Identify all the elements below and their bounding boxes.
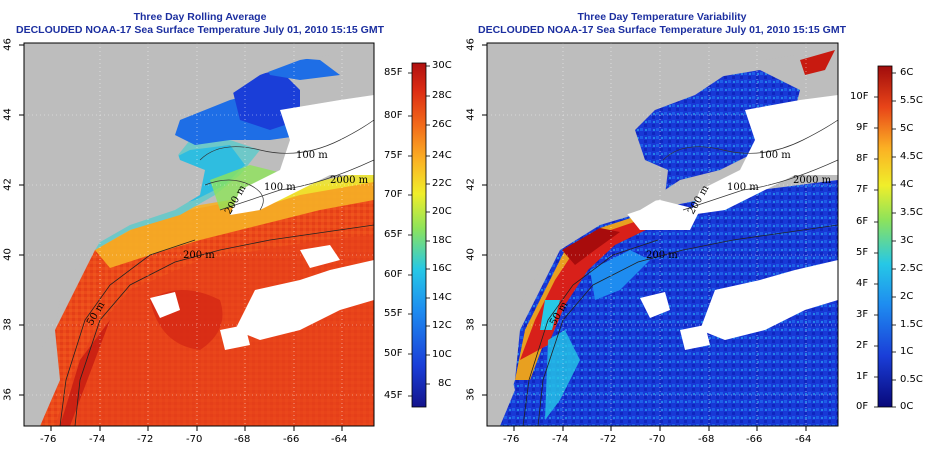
sst-celsius-label: 24C: [432, 150, 452, 161]
right-lon-tick: -70: [649, 434, 666, 445]
right-map-title: Three Day Temperature Variability: [577, 11, 747, 23]
contour-label: 2000 m: [330, 175, 369, 186]
var-fahrenheit-label: 3F: [856, 309, 869, 320]
sst-fahrenheit-label: 60F: [384, 269, 403, 280]
left-lat-tick: 44: [2, 108, 14, 121]
left-map-frame: [23, 42, 375, 427]
right-lat-tick: 44: [465, 108, 477, 121]
left-lat-tick: 42: [2, 178, 14, 191]
var-fahrenheit-label: 9F: [856, 122, 869, 133]
var-celsius-label: 0.5C: [900, 374, 923, 385]
var-celsius-label: 5C: [900, 123, 914, 134]
sst-celsius-label: 10C: [432, 349, 452, 360]
left-lon-tick: -74: [89, 434, 106, 445]
left-lat-tick: 46: [2, 38, 14, 51]
var-celsius-label: 3.5C: [900, 207, 923, 218]
contour-label: 100 m: [264, 182, 296, 193]
var-celsius-label: 4C: [900, 179, 914, 190]
contour-label: 100 m: [727, 182, 759, 193]
left-lon-tick: -70: [186, 434, 203, 445]
var-celsius-label: 3C: [900, 235, 914, 246]
right-lon-tick: -66: [746, 434, 763, 445]
var-fahrenheit-label: 0F: [856, 401, 869, 412]
sst-colorbar: [411, 62, 427, 408]
right-lon-tick: -68: [698, 434, 715, 445]
contour-label: 2000 m: [793, 175, 832, 186]
sst-fahrenheit-label: 75F: [384, 150, 403, 161]
sst-celsius-label: 30C: [432, 60, 452, 71]
left-lon-tick: -66: [283, 434, 300, 445]
right-map-subtitle: DECLOUDED NOAA-17 Sea Surface Temperatur…: [477, 24, 847, 36]
sst-celsius-label: 18C: [432, 235, 452, 246]
right-lat-tick: 38: [465, 318, 477, 331]
contour-label: 100 m: [296, 150, 328, 161]
sst-celsius-label: 20C: [432, 206, 452, 217]
sst-fahrenheit-label: 85F: [384, 67, 403, 78]
contour-label: 100 m: [759, 150, 791, 161]
sst-fahrenheit-label: 45F: [384, 390, 403, 401]
right-lat-tick: 36: [465, 388, 477, 401]
variability-colorbar-ticks: [874, 72, 896, 408]
sst-celsius-label: 28C: [432, 90, 452, 101]
right-lat-tick: 46: [465, 38, 477, 51]
left-lon-tick: -72: [137, 434, 154, 445]
right-map-frame: [486, 42, 839, 427]
right-lon-tick: -72: [600, 434, 617, 445]
sst-fahrenheit-label: 55F: [384, 308, 403, 319]
var-celsius-label: 2C: [900, 291, 914, 302]
var-celsius-label: 4.5C: [900, 151, 923, 162]
var-fahrenheit-label: 5F: [856, 247, 869, 258]
var-celsius-label: 6C: [900, 67, 914, 78]
var-fahrenheit-label: 2F: [856, 340, 869, 351]
contour-label: 200 m: [183, 250, 215, 261]
right-lon-tick: -64: [795, 434, 812, 445]
var-fahrenheit-label: 8F: [856, 153, 869, 164]
left-lon-tick: -76: [40, 434, 57, 445]
contour-label: 200 m: [646, 250, 678, 261]
variability-colorbar: [877, 65, 893, 408]
left-lon-tick: -68: [234, 434, 251, 445]
left-lat-tick: 38: [2, 318, 14, 331]
var-fahrenheit-label: 10F: [850, 91, 869, 102]
left-map-subtitle: DECLOUDED NOAA-17 Sea Surface Temperatur…: [15, 24, 385, 36]
var-celsius-label: 1C: [900, 346, 914, 357]
var-celsius-label: 2.5C: [900, 263, 923, 274]
sst-celsius-label: 26C: [432, 119, 452, 130]
var-celsius-label: 0C: [900, 401, 914, 412]
sst-fahrenheit-label: 50F: [384, 348, 403, 359]
sst-celsius-label: 8C: [438, 378, 452, 389]
left-sst-map: 100 m 100 m 2000 m 200 m 200 m 50 m: [24, 43, 374, 426]
left-lon-tick: -64: [331, 434, 348, 445]
left-axis-ticks: [19, 44, 343, 431]
right-axis-ticks: [482, 44, 807, 431]
right-lon-tick: -74: [552, 434, 569, 445]
sst-fahrenheit-label: 65F: [384, 229, 403, 240]
left-map-title: Three Day Rolling Average: [133, 11, 267, 23]
var-fahrenheit-label: 1F: [856, 371, 869, 382]
var-fahrenheit-label: 7F: [856, 184, 869, 195]
right-lon-tick: -76: [503, 434, 520, 445]
var-celsius-label: 5.5C: [900, 95, 923, 106]
left-lat-tick: 36: [2, 388, 14, 401]
sst-celsius-label: 14C: [432, 292, 452, 303]
right-lat-tick: 40: [465, 248, 477, 261]
var-fahrenheit-label: 4F: [856, 278, 869, 289]
sst-fahrenheit-label: 70F: [384, 189, 403, 200]
sst-colorbar-ticks: [408, 65, 430, 397]
left-lat-tick: 40: [2, 248, 14, 261]
right-variability-map: 100 m 100 m 2000 m 200 m 200 m 50 m: [487, 43, 838, 426]
sst-celsius-label: 22C: [432, 178, 452, 189]
sst-celsius-label: 12C: [432, 320, 452, 331]
right-lat-tick: 42: [465, 178, 477, 191]
var-fahrenheit-label: 6F: [856, 216, 869, 227]
var-celsius-label: 1.5C: [900, 319, 923, 330]
sst-celsius-label: 16C: [432, 263, 452, 274]
sst-fahrenheit-label: 80F: [384, 110, 403, 121]
